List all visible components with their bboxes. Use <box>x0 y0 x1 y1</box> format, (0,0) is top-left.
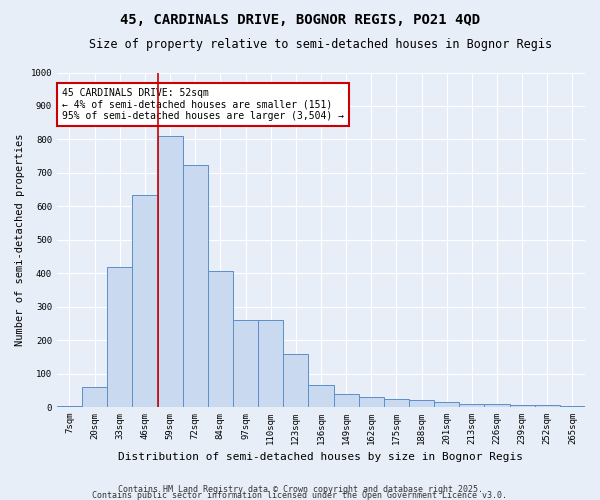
Bar <box>434 402 459 407</box>
X-axis label: Distribution of semi-detached houses by size in Bognor Regis: Distribution of semi-detached houses by … <box>118 452 523 462</box>
Bar <box>308 386 334 407</box>
Bar <box>459 404 484 407</box>
Text: 45 CARDINALS DRIVE: 52sqm
← 4% of semi-detached houses are smaller (151)
95% of : 45 CARDINALS DRIVE: 52sqm ← 4% of semi-d… <box>62 88 344 121</box>
Bar <box>535 406 560 407</box>
Bar <box>107 266 133 407</box>
Title: Size of property relative to semi-detached houses in Bognor Regis: Size of property relative to semi-detach… <box>89 38 553 51</box>
Bar <box>409 400 434 407</box>
Bar <box>384 398 409 407</box>
Bar <box>158 136 182 407</box>
Bar <box>82 387 107 407</box>
Bar <box>208 270 233 407</box>
Bar <box>334 394 359 407</box>
Text: Contains HM Land Registry data © Crown copyright and database right 2025.: Contains HM Land Registry data © Crown c… <box>118 485 482 494</box>
Bar <box>509 406 535 407</box>
Bar <box>283 354 308 407</box>
Bar <box>484 404 509 407</box>
Y-axis label: Number of semi-detached properties: Number of semi-detached properties <box>15 134 25 346</box>
Text: Contains public sector information licensed under the Open Government Licence v3: Contains public sector information licen… <box>92 491 508 500</box>
Text: 45, CARDINALS DRIVE, BOGNOR REGIS, PO21 4QD: 45, CARDINALS DRIVE, BOGNOR REGIS, PO21 … <box>120 12 480 26</box>
Bar <box>359 397 384 407</box>
Bar <box>258 320 283 407</box>
Bar <box>133 194 158 407</box>
Bar <box>233 320 258 407</box>
Bar <box>57 406 82 407</box>
Bar <box>560 406 585 407</box>
Bar <box>182 164 208 407</box>
